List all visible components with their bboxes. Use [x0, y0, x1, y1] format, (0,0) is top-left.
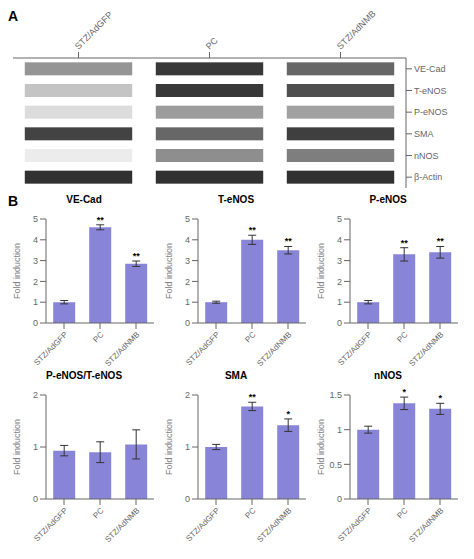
- svg-text:STZ/AdGFP: STZ/AdGFP: [32, 330, 69, 367]
- svg-text:**: **: [249, 225, 257, 235]
- svg-text:STZ/AdGFP: STZ/AdGFP: [184, 506, 221, 543]
- svg-text:STZ/AdNMB: STZ/AdNMB: [103, 330, 141, 368]
- svg-text:1: 1: [185, 442, 190, 452]
- svg-text:nNOS: nNOS: [414, 151, 439, 161]
- svg-text:**: **: [285, 236, 293, 246]
- svg-text:PC: PC: [243, 330, 257, 344]
- svg-text:2: 2: [185, 390, 190, 400]
- svg-text:**: **: [133, 251, 141, 261]
- svg-text:STZ/AdNMB: STZ/AdNMB: [407, 506, 445, 544]
- svg-text:PC: PC: [395, 330, 409, 344]
- svg-text:1: 1: [33, 442, 38, 452]
- svg-text:**: **: [249, 392, 257, 402]
- svg-text:0: 0: [185, 494, 190, 504]
- svg-text:Fold induction: Fold induction: [316, 243, 326, 299]
- svg-text:PC: PC: [243, 506, 257, 520]
- svg-text:4: 4: [33, 235, 38, 245]
- svg-text:*: *: [438, 393, 442, 403]
- svg-text:STZ/AdNMB: STZ/AdNMB: [255, 506, 293, 544]
- html-text:VE-Cad: VE-Cad: [66, 194, 102, 205]
- svg-text:PC: PC: [204, 35, 220, 51]
- svg-text:0: 0: [33, 318, 38, 328]
- svg-text:Fold induction: Fold induction: [12, 419, 22, 475]
- svg-text:1: 1: [33, 297, 38, 307]
- svg-text:4: 4: [185, 235, 190, 245]
- svg-text:Fold induction: Fold induction: [316, 419, 326, 475]
- html-text:T-eNOS: T-eNOS: [217, 194, 255, 205]
- svg-text:3: 3: [337, 256, 342, 266]
- svg-text:P-eNOS: P-eNOS: [414, 107, 448, 117]
- svg-text:5: 5: [33, 214, 38, 224]
- svg-text:0.5: 0.5: [329, 460, 342, 470]
- svg-text:2: 2: [337, 277, 342, 287]
- svg-text:0: 0: [33, 494, 38, 504]
- svg-text:β-Actin: β-Actin: [414, 172, 442, 182]
- svg-text:**: **: [97, 215, 105, 225]
- html-text:P-eNOS: P-eNOS: [369, 194, 407, 205]
- svg-text:2: 2: [33, 390, 38, 400]
- html-text:SMA: SMA: [224, 370, 248, 381]
- svg-text:SMA: SMA: [414, 129, 434, 139]
- svg-text:0: 0: [337, 318, 342, 328]
- svg-text:Fold induction: Fold induction: [164, 419, 174, 475]
- svg-text:3: 3: [185, 256, 190, 266]
- svg-text:STZ/AdGFP: STZ/AdGFP: [336, 506, 373, 543]
- svg-text:T-eNOS: T-eNOS: [414, 86, 447, 96]
- svg-text:3: 3: [33, 256, 38, 266]
- svg-text:1: 1: [185, 297, 190, 307]
- html-text:A: A: [8, 8, 19, 24]
- svg-text:0: 0: [337, 494, 342, 504]
- svg-text:STZ/AdNMB: STZ/AdNMB: [335, 9, 378, 52]
- svg-text:0: 0: [185, 318, 190, 328]
- svg-text:*: *: [402, 387, 406, 397]
- svg-text:STZ/AdGFP: STZ/AdGFP: [73, 10, 115, 52]
- svg-text:4: 4: [337, 235, 342, 245]
- svg-text:STZ/AdGFP: STZ/AdGFP: [184, 330, 221, 367]
- svg-text:STZ/AdNMB: STZ/AdNMB: [407, 330, 445, 368]
- svg-text:1: 1: [337, 297, 342, 307]
- svg-text:1: 1: [337, 425, 342, 435]
- html-text:nNOS: nNOS: [374, 370, 402, 381]
- svg-text:STZ/AdNMB: STZ/AdNMB: [255, 330, 293, 368]
- html-text:B: B: [8, 193, 19, 209]
- svg-text:2: 2: [33, 277, 38, 287]
- svg-text:**: **: [437, 236, 445, 246]
- svg-text:VE-Cad: VE-Cad: [414, 64, 446, 74]
- html-text:P-eNOS/T-eNOS: P-eNOS/T-eNOS: [45, 370, 123, 381]
- svg-text:Fold induction: Fold induction: [164, 243, 174, 299]
- svg-text:2: 2: [185, 277, 190, 287]
- svg-text:PC: PC: [395, 506, 409, 520]
- svg-text:*: *: [286, 409, 290, 419]
- svg-text:STZ/AdNMB: STZ/AdNMB: [103, 506, 141, 544]
- svg-text:STZ/AdGFP: STZ/AdGFP: [336, 330, 373, 367]
- svg-text:1.5: 1.5: [329, 390, 342, 400]
- svg-text:5: 5: [337, 214, 342, 224]
- svg-text:**: **: [401, 238, 409, 248]
- svg-text:PC: PC: [91, 330, 105, 344]
- svg-text:STZ/AdGFP: STZ/AdGFP: [32, 506, 69, 543]
- svg-text:5: 5: [185, 214, 190, 224]
- svg-text:Fold induction: Fold induction: [12, 243, 22, 299]
- svg-text:PC: PC: [91, 506, 105, 520]
